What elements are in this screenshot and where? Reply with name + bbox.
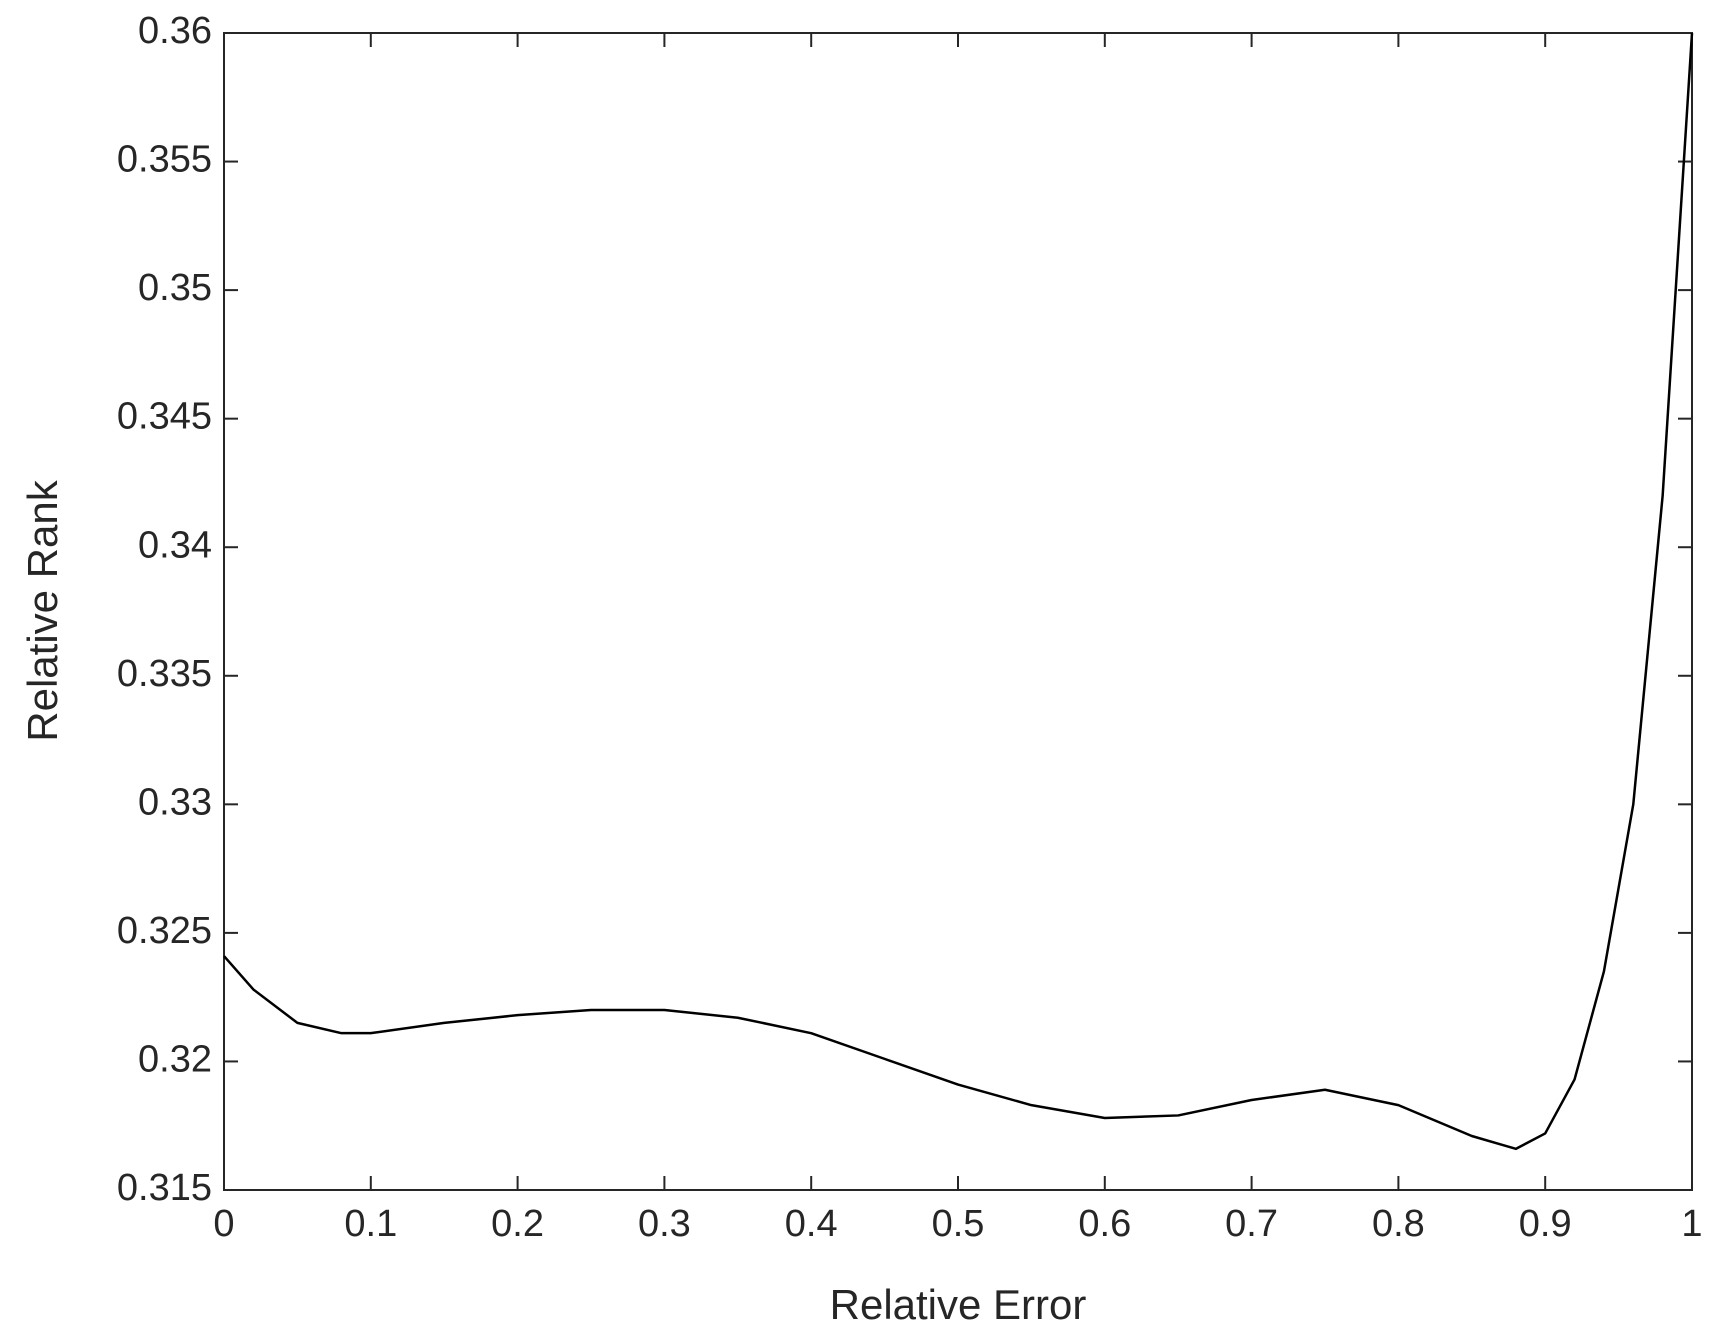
y-tick-label: 0.325 xyxy=(117,910,212,952)
y-tick-label: 0.35 xyxy=(138,267,212,309)
x-tick-label: 0 xyxy=(213,1203,234,1245)
x-tick-label: 0.5 xyxy=(932,1203,985,1245)
x-tick-label: 0.2 xyxy=(491,1203,544,1245)
data-line xyxy=(223,32,1694,1151)
plot-frame xyxy=(223,32,1693,1191)
x-tick-label: 0.3 xyxy=(638,1203,691,1245)
x-tick-label: 0.7 xyxy=(1225,1203,1278,1245)
x-tick-label: 0.8 xyxy=(1372,1203,1425,1245)
y-tick-label: 0.33 xyxy=(138,781,212,823)
y-tick-label: 0.32 xyxy=(138,1038,212,1080)
y-tick-label: 0.315 xyxy=(117,1167,212,1209)
y-tick-label: 0.36 xyxy=(138,10,212,52)
y-tick-label: 0.355 xyxy=(117,139,212,181)
y-axis-label: Relative Rank xyxy=(19,479,66,741)
x-tick-label: 0.9 xyxy=(1519,1203,1572,1245)
x-axis-label: Relative Error xyxy=(830,1281,1087,1328)
x-tick-label: 1 xyxy=(1681,1203,1702,1245)
x-tick-label: 0.4 xyxy=(785,1203,838,1245)
x-tick-label: 0.6 xyxy=(1078,1203,1131,1245)
x-tick-label: 0.1 xyxy=(344,1203,397,1245)
y-tick-label: 0.335 xyxy=(117,653,212,695)
y-tick-label: 0.345 xyxy=(117,396,212,438)
y-tick-label: 0.34 xyxy=(138,524,212,566)
